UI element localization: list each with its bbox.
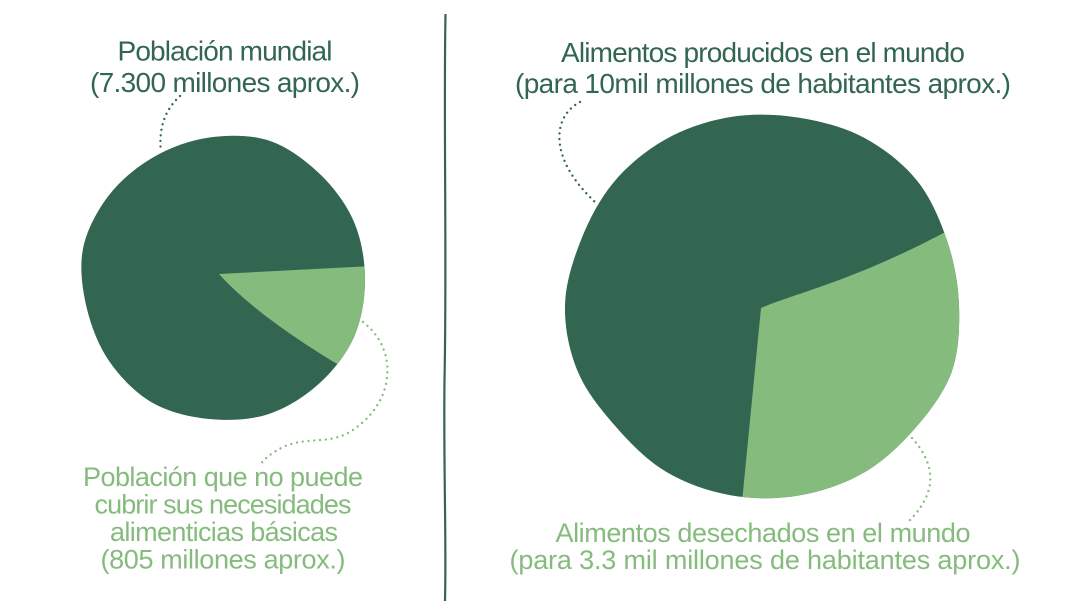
svg-text:(7.300 millones aprox.): (7.300 millones aprox.) — [90, 67, 360, 98]
svg-text:Alimentos desechados en el mun: Alimentos desechados en el mundo — [556, 518, 971, 548]
svg-text:Población mundial: Población mundial — [118, 36, 333, 67]
svg-text:Alimentos producidos en el mun: Alimentos producidos en el mundo — [561, 37, 965, 68]
svg-text:(805 millones aprox.): (805 millones aprox.) — [101, 545, 346, 575]
svg-text:cubrir sus necesidades: cubrir sus necesidades — [95, 490, 352, 520]
svg-text:(para 10mil millones de habita: (para 10mil millones de habitantes aprox… — [515, 68, 1011, 99]
svg-text:alimenticias básicas: alimenticias básicas — [110, 517, 338, 547]
svg-text:Población que no puede: Población que no puede — [83, 462, 363, 492]
svg-text:(para 3.3 mil millones de habi: (para 3.3 mil millones de habitantes apr… — [510, 545, 1021, 575]
